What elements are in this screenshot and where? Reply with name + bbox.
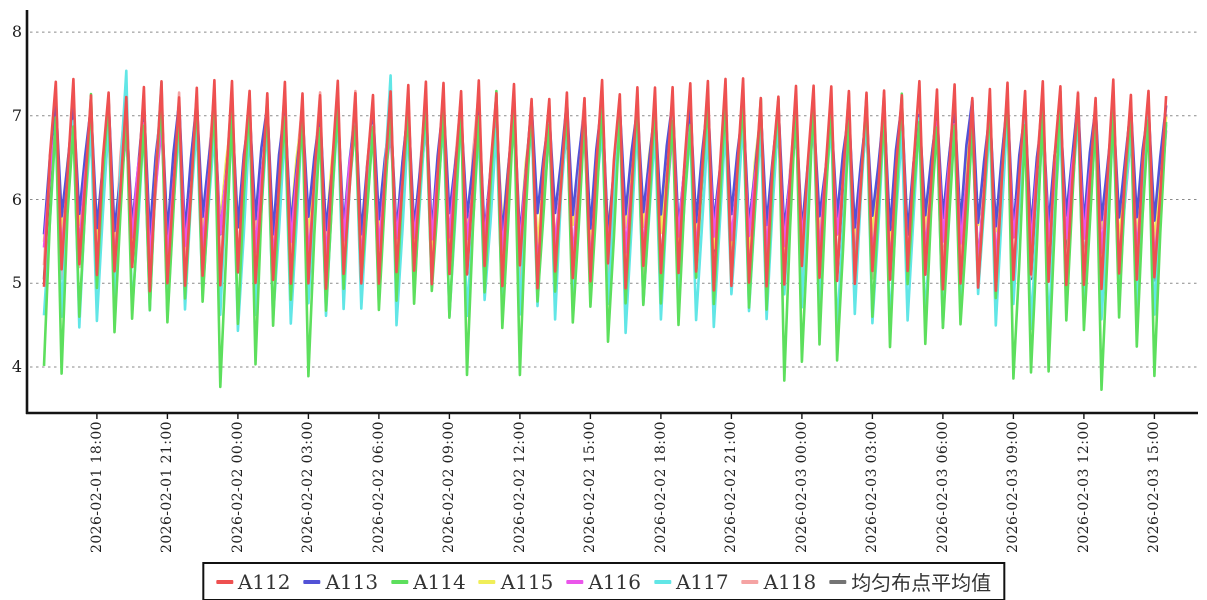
x-axis-label: 2026-02-02 12:00 <box>512 421 528 553</box>
legend-item-A112[interactable]: A112 <box>215 569 291 594</box>
x-axis-label: 2026-02-01 21:00 <box>159 421 175 553</box>
x-axis-label: 2026-02-02 15:00 <box>582 421 598 553</box>
x-axis-label: 2026-02-03 09:00 <box>1005 421 1021 553</box>
series-line-A112 <box>42 77 1168 293</box>
legend-item-A115[interactable]: A115 <box>478 569 554 594</box>
x-axis-label: 2026-02-03 03:00 <box>864 421 880 553</box>
x-axis-label: 2026-02-03 00:00 <box>794 421 810 553</box>
x-axis-label: 2026-02-02 21:00 <box>723 421 739 553</box>
x-axis-label: 2026-02-03 15:00 <box>1146 421 1162 553</box>
legend-swatch <box>303 579 321 584</box>
y-axis-label: 7 <box>11 106 22 125</box>
legend-swatch <box>566 579 584 584</box>
legend-swatch <box>391 579 409 584</box>
legend-label: A114 <box>413 569 466 594</box>
legend-label: A118 <box>763 569 817 594</box>
legend-label: A117 <box>675 569 729 594</box>
x-axis-label: 2026-02-01 18:00 <box>89 421 105 553</box>
legend-swatch <box>653 579 671 584</box>
legend-swatch <box>741 579 759 584</box>
y-axis-label: 4 <box>11 357 22 376</box>
legend-item-均匀布点平均值[interactable]: 均匀布点平均值 <box>829 567 991 596</box>
x-axis-label: 2026-02-02 00:00 <box>230 421 246 553</box>
legend-label: A113 <box>325 569 379 594</box>
x-axis-label: 2026-02-02 03:00 <box>300 421 316 553</box>
y-axis-label: 6 <box>11 190 22 209</box>
y-axis-label: 8 <box>11 22 22 41</box>
y-axis-label: 5 <box>11 273 22 292</box>
legend-label: A112 <box>237 569 291 594</box>
x-axis-label: 2026-02-03 12:00 <box>1076 421 1092 553</box>
legend-item-A116[interactable]: A116 <box>566 570 641 594</box>
legend-label: A115 <box>500 569 554 594</box>
x-axis-label: 2026-02-02 06:00 <box>371 421 387 553</box>
legend-label: A116 <box>588 569 641 594</box>
legend-item-A114[interactable]: A114 <box>391 570 466 594</box>
legend-item-A118[interactable]: A118 <box>741 569 817 594</box>
x-axis-label: 2026-02-02 09:00 <box>441 421 457 553</box>
legend-swatch <box>829 579 847 584</box>
x-axis-label: 2026-02-03 06:00 <box>935 421 951 553</box>
legend-item-A113[interactable]: A113 <box>303 570 378 594</box>
legend-item-A117[interactable]: A117 <box>653 569 729 594</box>
legend: A112 A113 A114 A115 A116 A117 A118 均匀布点平均值 <box>201 562 1006 600</box>
legend-swatch <box>478 579 496 584</box>
legend-swatch <box>215 579 233 584</box>
legend-label: 均匀布点平均值 <box>851 571 992 595</box>
x-axis-label: 2026-02-02 18:00 <box>653 421 669 553</box>
